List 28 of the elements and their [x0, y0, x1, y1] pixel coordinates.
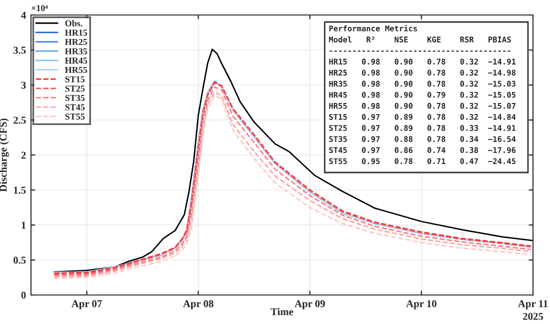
y-tick-label: 1	[22, 222, 26, 229]
y-tick-label: 2.5	[14, 116, 26, 124]
text: 2025	[523, 312, 544, 320]
x-tick-label: Apr 08	[183, 300, 214, 310]
legend-label: ST15	[65, 76, 85, 82]
legend-label: ST35	[65, 94, 85, 101]
x-tick-label: Apr 07	[71, 300, 102, 310]
x-tick-label: Apr 09	[294, 300, 325, 310]
legend-label: ST25	[65, 86, 85, 92]
y-tick-label: 3	[21, 82, 26, 89]
legend-label: ST55	[65, 114, 85, 120]
y-tick-label: 2	[21, 152, 26, 159]
legend-label: HR25	[65, 38, 88, 46]
text: ×10⁴	[32, 5, 48, 12]
y-tick-label: 1.5	[14, 186, 26, 194]
legend-label: ST45	[65, 104, 85, 110]
legend-label: Obs.	[65, 20, 82, 26]
legend-label: HR55	[65, 67, 88, 73]
y-tick-label: 0	[21, 292, 26, 299]
y-tick-label: 3.5	[14, 46, 26, 54]
legend-label: HR45	[65, 58, 88, 64]
x-axis-title: Time	[270, 308, 294, 316]
y-tick-label: 4	[21, 12, 26, 19]
legend-label: HR35	[65, 48, 88, 54]
x-tick-label: Apr 11	[518, 300, 548, 310]
y-tick-label: 0.5	[14, 256, 26, 264]
legend-label: HR15	[65, 30, 88, 36]
x-tick-label: Apr 10	[406, 300, 436, 310]
